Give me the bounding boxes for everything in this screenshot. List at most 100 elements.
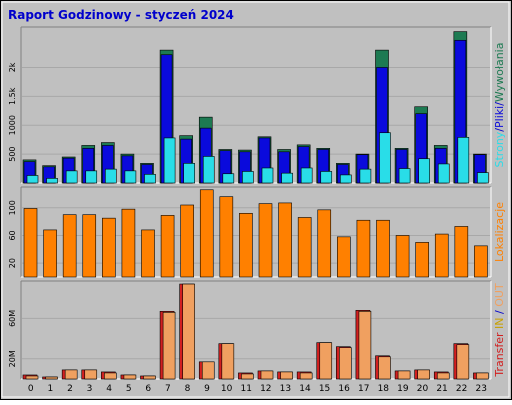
bar-out (456, 344, 470, 380)
x-tick-label: 19 (397, 384, 409, 394)
bar-strony (124, 170, 137, 184)
plot-area-bottom (21, 281, 491, 379)
bar-lokalizacje (297, 217, 312, 278)
bar-lokalizacje (376, 219, 390, 278)
panel-bottom: 20M 60M Transfer IN / OUT (8, 280, 506, 380)
bar-out (358, 311, 372, 380)
bar-out (221, 343, 235, 380)
x-tick-label: 6 (145, 384, 151, 394)
bar-lokalizacje (395, 235, 410, 278)
bar-lokalizacje (356, 219, 371, 278)
bar-out (182, 283, 195, 380)
series-label-part: OUT (493, 283, 506, 307)
y-tick-label: 2k (8, 62, 17, 72)
series-label-part: Pliki (493, 106, 506, 128)
x-tick-label: 10 (221, 384, 233, 394)
y-tick-label: 60 (8, 230, 17, 240)
x-tick-label: 23 (475, 384, 486, 394)
bar-strony (144, 174, 156, 184)
bar-lokalizacje (258, 203, 273, 278)
series-label-part: Wywołania (493, 43, 506, 103)
x-tick-label: 9 (204, 384, 210, 394)
chart-title: Raport Godzinowy - styczeń 2024 (8, 8, 234, 22)
series-label-part: / (493, 307, 506, 318)
bar-out (25, 375, 39, 380)
bar-strony (26, 175, 39, 184)
x-tick-label: 14 (299, 384, 311, 394)
y-tick-label: 20M (8, 350, 17, 367)
bar-lokalizacje (219, 196, 234, 278)
bar-strony (418, 158, 430, 184)
bar-lokalizacje (141, 229, 155, 278)
y-tick-label: 1000 (8, 115, 17, 135)
bar-out (339, 347, 352, 380)
frame-bevel (1, 1, 510, 398)
bar-lokalizacje (474, 245, 488, 278)
plot-area-middle (21, 187, 491, 277)
bar-out (436, 372, 450, 380)
bar-out (417, 369, 430, 380)
bar-lokalizacje (434, 233, 449, 278)
bar-lokalizacje (43, 229, 57, 278)
series-label-part: / (493, 128, 506, 132)
series-label-part: / (493, 102, 506, 106)
series-label-part: IN (493, 317, 506, 332)
bar-strony (437, 163, 450, 184)
x-tick-label: 7 (165, 384, 171, 394)
x-tick-label: 4 (106, 384, 112, 394)
bar-out (201, 361, 215, 380)
x-tick-label: 21 (436, 384, 447, 394)
bar-strony (320, 171, 333, 184)
bar-out (397, 370, 411, 380)
bar-strony (477, 172, 489, 184)
bar-lokalizacje (160, 215, 175, 278)
y-tick-label: 20 (8, 258, 17, 268)
series-label-part: Transfer (493, 332, 506, 378)
plot-area-top (21, 27, 491, 183)
bar-strony (46, 178, 58, 184)
bar-lokalizacje (82, 214, 97, 278)
bar-lokalizacje (180, 204, 194, 278)
x-tick-label: 8 (185, 384, 191, 394)
x-tick-label: 15 (319, 384, 330, 394)
bar-strony (105, 168, 117, 184)
bar-out (280, 371, 293, 380)
x-tick-label: 5 (126, 384, 132, 394)
x-tick-label: 13 (280, 384, 291, 394)
series-label-bottom: Transfer IN / OUT (493, 283, 506, 378)
bar-out (84, 369, 98, 380)
x-tick-label: 16 (338, 384, 350, 394)
bar-strony (398, 168, 411, 184)
bar-out (143, 375, 156, 380)
bar-strony (65, 170, 78, 184)
y-tick-label: 60M (8, 310, 17, 327)
bar-lokalizacje (278, 202, 292, 278)
bar-lokalizacje (62, 214, 77, 278)
bar-strony (222, 173, 235, 184)
bar-lokalizacje (102, 217, 116, 278)
bar-strony (242, 171, 254, 184)
y-tick-label: 100 (8, 200, 17, 215)
bar-lokalizacje (199, 189, 214, 278)
bar-strony (300, 167, 313, 184)
bar-out (104, 372, 117, 380)
bar-out (162, 312, 176, 380)
bar-out (378, 356, 391, 380)
bar-lokalizacje (121, 208, 136, 278)
bar-lokalizacje (415, 242, 429, 278)
x-tick-label: 20 (417, 384, 429, 394)
x-tick-label: 0 (28, 384, 34, 394)
series-label-part: Strony (493, 131, 506, 167)
y-tick-label: 500 (8, 146, 17, 161)
bar-lokalizacje (317, 209, 332, 278)
bar-out (260, 370, 274, 380)
x-tick-label: 18 (378, 384, 390, 394)
bar-strony (457, 137, 470, 184)
series-label-part: Lokalizacje (493, 202, 506, 262)
bar-out (319, 342, 333, 380)
bar-out (476, 372, 489, 380)
bar-out (241, 373, 254, 380)
